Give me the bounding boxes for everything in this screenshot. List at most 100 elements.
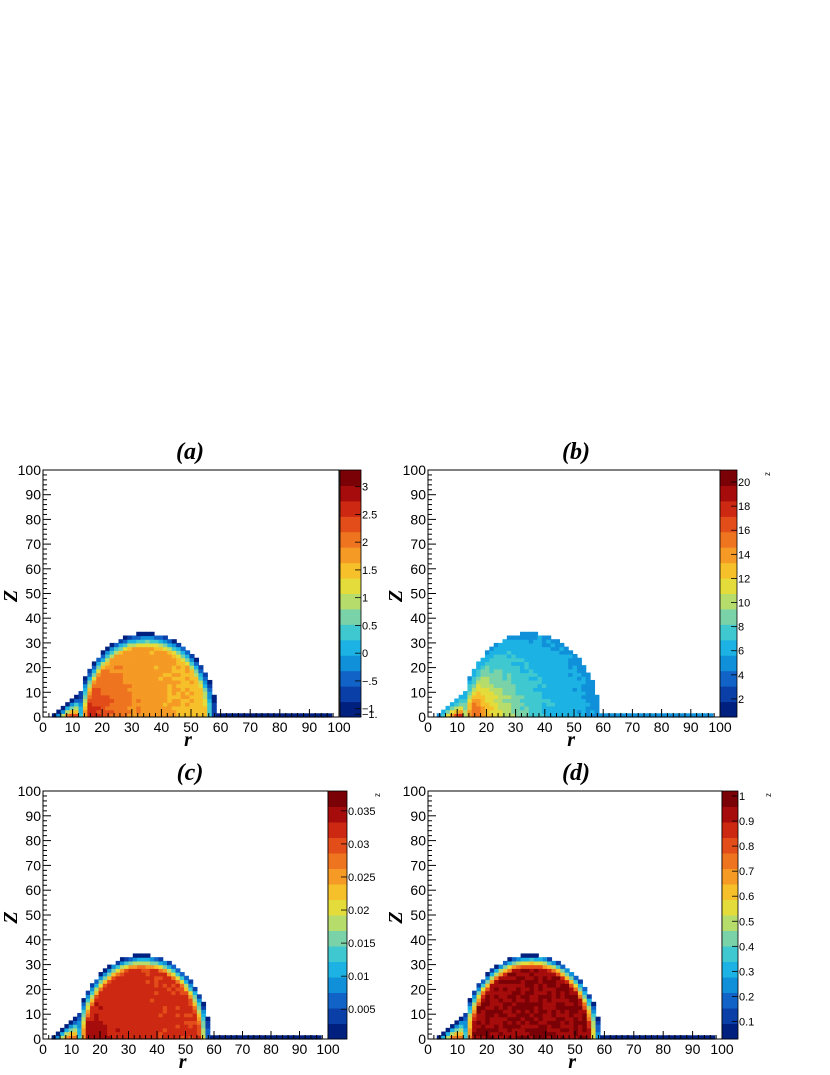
heatmap-cell (82, 709, 88, 714)
heatmap-cell (158, 1020, 164, 1025)
heatmap-cell (582, 994, 588, 999)
heatmap-cell (149, 1031, 155, 1036)
heatmap-cell (111, 983, 117, 988)
heatmap-cell (542, 1012, 548, 1018)
heatmap-cell (189, 698, 195, 703)
heatmap-cell (572, 709, 578, 714)
heatmap-cell (180, 683, 186, 688)
heatmap-cell (533, 661, 539, 666)
heatmap-cell (541, 642, 547, 648)
heatmap-cell (193, 705, 199, 711)
heatmap-cell (494, 975, 500, 981)
heatmap-cell (127, 691, 133, 696)
heatmap-cell (533, 665, 539, 670)
heatmap-cell (546, 654, 552, 659)
heatmap-cell (515, 668, 521, 674)
heatmap-cell (502, 679, 508, 685)
heatmap-cell (568, 687, 574, 692)
heatmap-cell (569, 1020, 575, 1025)
heatmap-cell (533, 631, 539, 637)
heatmap-cell (520, 964, 526, 969)
heatmap-cell (107, 972, 112, 977)
heatmap-cell (198, 709, 204, 714)
heatmap-cell (179, 1016, 185, 1021)
heatmap-cell (551, 998, 557, 1003)
heatmap-cell (441, 709, 447, 714)
heatmap-cell (171, 654, 177, 659)
heatmap-cell (127, 661, 133, 666)
colorbar-band (720, 701, 737, 718)
heatmap-cell (132, 1016, 138, 1021)
heatmap-cell (533, 1009, 539, 1014)
heatmap-cell (188, 1001, 194, 1007)
heatmap-cell (528, 668, 534, 674)
colorbar-tick-label: 4 (738, 670, 744, 682)
colorbar-band (722, 853, 738, 869)
y-tick-label: 10 (410, 684, 426, 700)
x-axis-label: r (179, 1051, 187, 1073)
heatmap-cell (211, 702, 217, 707)
heatmap-cell (201, 1031, 207, 1036)
heatmap-cell (569, 990, 575, 995)
heatmap-cell (124, 1005, 130, 1010)
heatmap-cell (149, 646, 155, 651)
heatmap-cell (189, 683, 195, 688)
heatmap-cell (214, 1035, 219, 1040)
heatmap-cell (569, 983, 575, 988)
heatmap-cell (198, 702, 204, 707)
heatmap-cell (576, 679, 582, 685)
heatmap-cell (115, 983, 121, 988)
heatmap-cell (145, 990, 151, 995)
heatmap-cell (585, 702, 591, 707)
heatmap-cell (550, 713, 556, 718)
heatmap-cell (494, 983, 500, 988)
axes: 0 10 20 30 40 50 60 70 80 90 100010203040506070809… (0, 783, 340, 1073)
heatmap-cell (78, 691, 84, 696)
heatmap-cell (573, 1024, 579, 1029)
heatmap-cell (489, 650, 495, 655)
heatmap-cell (226, 1035, 232, 1040)
heatmap-cell (568, 705, 574, 711)
heatmap-cell (555, 657, 560, 663)
heatmap-cell (185, 683, 191, 688)
heatmap-cell (198, 665, 204, 670)
heatmap-cell (119, 998, 125, 1003)
heatmap-cell (489, 1027, 495, 1033)
heatmap-cell (537, 661, 543, 666)
heatmap-cell (585, 705, 591, 711)
colorbar-band (340, 516, 361, 533)
y-tick-label: 90 (25, 808, 41, 824)
y-tick-label: 100 (18, 462, 42, 478)
heatmap-cell (533, 702, 539, 707)
heatmap-cell (467, 709, 473, 714)
heatmap-cell (74, 705, 80, 711)
heatmap-cell (64, 1031, 70, 1036)
heatmap-cell (180, 665, 186, 670)
heatmap-cell (550, 650, 556, 655)
heatmap-cell (78, 709, 84, 714)
heatmap-cell (506, 691, 512, 696)
heatmap-cell (149, 994, 155, 999)
x-tick-label: 90 (292, 1041, 308, 1057)
heatmap-cell (519, 668, 525, 674)
heatmap-cell (118, 694, 124, 700)
heatmap-cell (114, 683, 120, 688)
heatmap-cell (119, 960, 125, 966)
heatmap-cell (132, 1020, 138, 1025)
heatmap-cell (127, 687, 133, 692)
heatmap-cell (577, 1031, 583, 1036)
heatmap-cell (98, 975, 104, 981)
heatmap-cell (119, 1016, 125, 1021)
heatmap-cell (158, 1016, 164, 1021)
y-tick-label: 30 (25, 635, 41, 651)
heatmap-cell (158, 957, 164, 962)
heatmap-cell (188, 1024, 194, 1029)
x-tick-label: 10 (65, 719, 81, 735)
heatmap-cell (114, 650, 120, 655)
heatmap-cell (467, 698, 473, 703)
heatmap-cell (192, 1016, 198, 1021)
heatmap-cell (180, 702, 186, 707)
heatmap-cell (529, 964, 535, 969)
heatmap-cell (202, 705, 208, 711)
heatmap-cell (91, 705, 97, 711)
